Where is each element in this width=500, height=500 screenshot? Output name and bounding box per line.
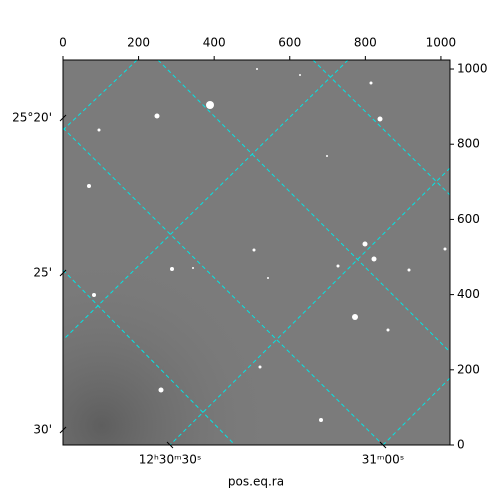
x-axis-label: pos.eq.ra <box>228 475 284 489</box>
dec-tick <box>59 426 67 434</box>
dec-tick-label: 25' <box>33 266 52 280</box>
ra-tick-label: 31ᵐ00ˢ <box>362 453 405 467</box>
dec-tick-label: 30' <box>33 423 52 437</box>
dec-tick <box>59 269 67 277</box>
x-tick-label: 200 <box>127 36 150 50</box>
x-tick-label: 400 <box>203 36 226 50</box>
dec-tick <box>59 114 67 122</box>
coordinate-grid <box>63 60 450 445</box>
dec-tick-label: 25°20' <box>12 111 52 125</box>
ra-tick <box>166 441 174 449</box>
x-tick-label: 600 <box>278 36 301 50</box>
y-tick-label: 400 <box>457 287 480 301</box>
x-tick-label: 800 <box>354 36 377 50</box>
plot-frame <box>62 59 451 446</box>
sky-image <box>63 60 450 445</box>
y-tick-label: 600 <box>457 212 480 226</box>
x-tick-label: 0 <box>59 36 67 50</box>
ra-tick <box>379 441 387 449</box>
x-tick-label: 1000 <box>426 36 457 50</box>
y-tick-label: 0 <box>457 438 465 452</box>
y-tick-label: 800 <box>457 137 480 151</box>
y-tick-label: 1000 <box>457 62 488 76</box>
ra-tick-label: 12ʰ30ᵐ30ˢ <box>139 453 202 467</box>
y-tick-label: 200 <box>457 362 480 376</box>
